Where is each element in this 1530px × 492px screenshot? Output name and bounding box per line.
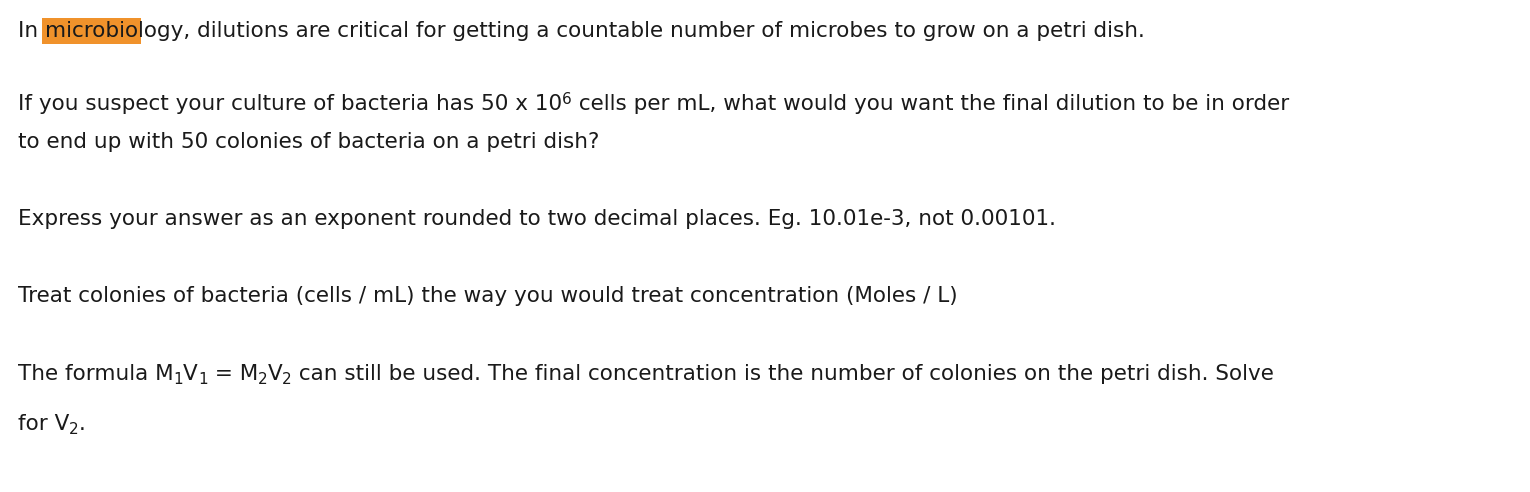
Text: for V: for V: [18, 414, 69, 434]
Text: The formula M: The formula M: [18, 364, 173, 384]
Text: V: V: [268, 364, 282, 384]
Text: = M: = M: [208, 364, 259, 384]
Text: 1: 1: [197, 372, 208, 387]
Text: can still be used. The final concentration is the number of colonies on the petr: can still be used. The final concentrati…: [292, 364, 1274, 384]
Text: 2: 2: [259, 372, 268, 387]
Text: 1: 1: [173, 372, 184, 387]
Text: 6: 6: [562, 92, 572, 107]
Text: Express your answer as an exponent rounded to two decimal places. Eg. 10.01e-3, : Express your answer as an exponent round…: [18, 209, 1056, 229]
Text: logy, dilutions are critical for getting a countable number of microbes to grow : logy, dilutions are critical for getting…: [138, 21, 1144, 41]
Text: to end up with 50 colonies of bacteria on a petri dish?: to end up with 50 colonies of bacteria o…: [18, 132, 600, 152]
Text: In: In: [18, 21, 44, 41]
Text: If you suspect your culture of bacteria has 50 x 10: If you suspect your culture of bacteria …: [18, 94, 562, 114]
Text: V: V: [184, 364, 197, 384]
Text: .: .: [80, 414, 86, 434]
Text: 2: 2: [282, 372, 292, 387]
Text: Treat colonies of bacteria (cells / mL) the way you would treat concentration (M: Treat colonies of bacteria (cells / mL) …: [18, 286, 958, 306]
Text: 2: 2: [69, 422, 80, 437]
Text: microbio: microbio: [44, 21, 138, 41]
Text: cells per mL, what would you want the final dilution to be in order: cells per mL, what would you want the fi…: [572, 94, 1290, 114]
